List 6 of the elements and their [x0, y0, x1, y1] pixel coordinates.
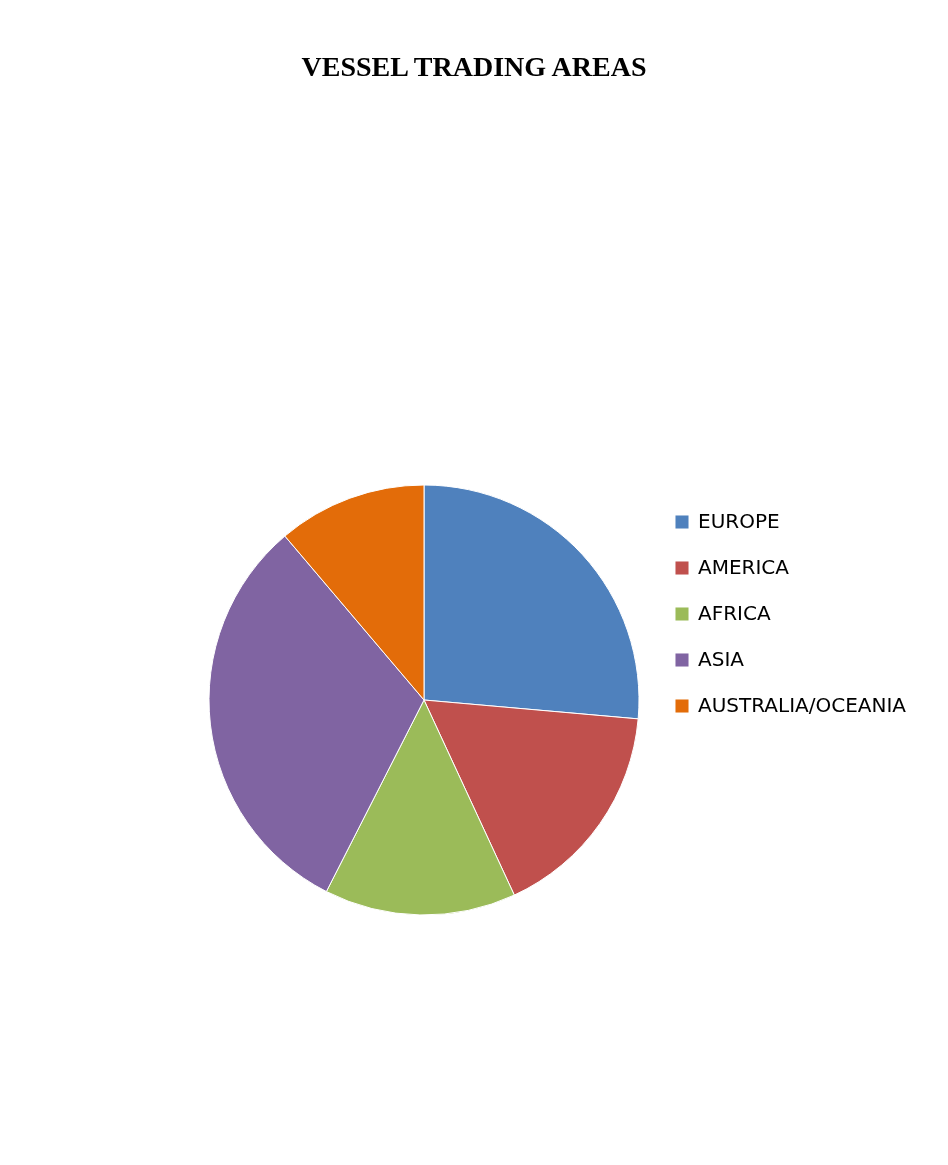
- legend-label: AMERICA: [698, 555, 790, 579]
- chart-title: VESSEL TRADING AREAS: [301, 51, 647, 82]
- legend-label: EUROPE: [698, 509, 780, 533]
- legend-label: AFRICA: [698, 601, 771, 625]
- legend-label: AUSTRALIA/OCEANIA: [698, 693, 907, 717]
- legend-label: ASIA: [698, 647, 745, 671]
